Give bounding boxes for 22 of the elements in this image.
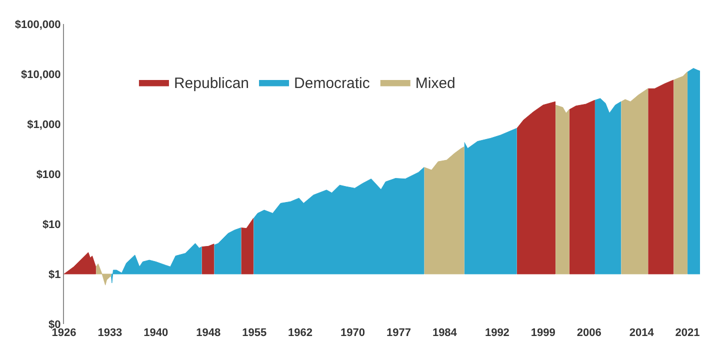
legend-label: Democratic [294, 75, 370, 92]
x-tick-label: 1970 [340, 327, 366, 339]
x-tick-label: 2014 [629, 327, 655, 339]
legend-label: Mixed [415, 75, 456, 92]
x-tick-label: 2006 [576, 327, 602, 339]
x-tick-label: 1962 [288, 327, 313, 339]
y-tick-label: $10,000 [21, 68, 61, 81]
y-tick-label: $100,000 [14, 18, 61, 31]
x-tick-label: 1940 [144, 327, 168, 339]
y-tick-label: $1 [48, 268, 61, 281]
x-tick-label: 1984 [432, 327, 458, 339]
x-tick-label: 1999 [530, 327, 556, 339]
y-tick-label: $10 [42, 218, 61, 231]
x-tick-label: 1933 [98, 327, 122, 339]
y-tick-label: $1,000 [27, 118, 61, 131]
legend-label: Republican [174, 75, 250, 92]
y-tick-label: $100 [36, 168, 61, 181]
x-tick-label: 1955 [242, 327, 267, 339]
x-tick-label: 1977 [386, 327, 411, 339]
x-tick-label: 1948 [196, 327, 221, 339]
x-tick-label: 2021 [675, 327, 700, 339]
x-tick-label: 1992 [484, 327, 510, 339]
